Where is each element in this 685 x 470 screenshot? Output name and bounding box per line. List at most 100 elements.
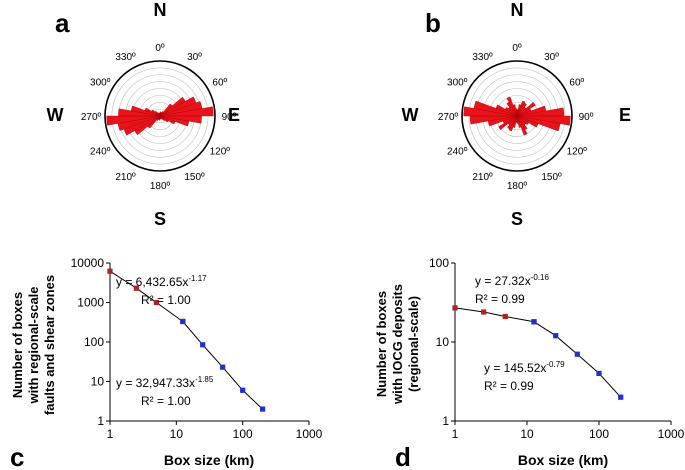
panel-a-angle-label: 210º xyxy=(115,172,136,183)
plot-d-data-point xyxy=(618,394,624,400)
panel-c-eq2-exp: -1.85 xyxy=(195,375,214,384)
panel-b-angle-label: 270º xyxy=(438,112,459,123)
panel-b-east: E xyxy=(619,105,631,125)
plot-c-x-tick-label: 10 xyxy=(170,427,184,441)
panel-b-petals xyxy=(463,96,571,136)
panel-d-letter: d xyxy=(395,442,411,470)
panel-b-angle-label: 90º xyxy=(579,112,594,123)
panel-c-ylabel-line2: with regional-scale xyxy=(26,286,41,404)
panel-c-eq2-text: y = 32,947.33x xyxy=(116,376,195,390)
panel-b-angle-label: 30º xyxy=(544,52,559,63)
plot-c-x-tick-label: 100 xyxy=(233,427,253,441)
plot-d-fit-line xyxy=(454,307,535,323)
plot-c-data-point xyxy=(180,318,186,325)
panel-a: a N E S W 0º 30º 60º 90º 120º 150º 180º 210º 240… xyxy=(47,0,241,229)
panel-d-ylabel: Number of boxes with IOCG deposits (regi… xyxy=(374,284,421,405)
plot-d-data-point xyxy=(502,313,508,320)
panel-b-petal xyxy=(498,115,518,131)
panel-b-angle-label: 150º xyxy=(541,172,562,183)
panel-b-angle-label: 330º xyxy=(472,52,493,63)
plot-c-data-point xyxy=(133,285,139,291)
panel-a-petals xyxy=(106,96,214,136)
plot-d-data-point xyxy=(553,333,559,339)
panel-d-eq2-text: y = 145.52x xyxy=(484,361,546,375)
panel-d-ylabel-line1: Number of boxes xyxy=(374,291,389,397)
plot-d-y-tick-label: 100 xyxy=(429,256,449,270)
panel-c-r2-2: R² = 1.00 xyxy=(141,394,191,408)
panel-b-angle-label: 0º xyxy=(512,43,522,54)
panel-a-angle-labels: 0º 30º 60º 90º 120º 150º 180º 210º 240º 270º 300º 3… xyxy=(81,43,237,192)
panel-b-petal xyxy=(507,115,518,130)
panel-b-letter: b xyxy=(425,8,441,38)
panel-a-angle-label: 120º xyxy=(210,147,231,158)
panel-a-angle-label: 240º xyxy=(90,147,111,158)
panel-d-eq2-exp: -0.79 xyxy=(546,360,565,369)
panel-d-equation-1: y = 27.32x-0.16 xyxy=(475,273,550,288)
plot-d-x-tick-label: 10 xyxy=(520,427,534,441)
panel-a-petal xyxy=(106,115,161,126)
panel-c-eq1-text: y = 6,432.65x xyxy=(116,275,188,289)
panel-a-east: E xyxy=(228,105,240,125)
panel-c-ylabel: Number of boxes with regional-scale faul… xyxy=(10,275,57,415)
panel-b-angle-labels: 0º 30º 60º 90º 120º 150º 180º 210º 240º 270º 300º 3… xyxy=(438,43,594,192)
plot-d-x-tick-label: 1 xyxy=(452,427,459,441)
panel-a-angle-label: 30º xyxy=(187,52,202,63)
panel-d-plot: 1 10 100 1000 1 10 100 xyxy=(429,256,685,441)
panel-b-angle-label: 120º xyxy=(567,147,588,158)
panel-b-petal xyxy=(516,115,519,124)
panel-d-xlabel: Box size (km) xyxy=(518,452,608,468)
plot-c-data-point xyxy=(200,342,206,348)
panel-b-petal xyxy=(505,107,518,117)
panel-a-angle-label: 60º xyxy=(212,78,227,89)
panel-b-angle-label: 180º xyxy=(507,181,528,192)
panel-b-petal xyxy=(516,102,527,117)
plot-c-data-point xyxy=(260,406,266,412)
plot-c-y-tick-label: 10 xyxy=(91,375,105,389)
plot-d-y-tick-label: 10 xyxy=(436,335,450,349)
plot-d-data-point xyxy=(452,305,458,311)
panel-c-xlabel: Box size (km) xyxy=(164,452,254,468)
panel-a-angle-label: 330º xyxy=(115,52,136,63)
plot-c-x-tick-label: 1 xyxy=(107,427,114,441)
panel-a-angle-label: 90º xyxy=(222,112,237,123)
panel-b-angle-label: 60º xyxy=(569,78,584,89)
panel-c-plot: 1 10 100 1000 1 10 100 1000 10000 xyxy=(71,256,323,441)
panel-d-equation-2: y = 145.52x-0.79 xyxy=(484,360,565,375)
panel-a-petal xyxy=(159,106,214,117)
panel-a-south: S xyxy=(154,209,166,229)
panel-c-letter: c xyxy=(10,442,24,470)
panel-a-angle-label: 150º xyxy=(184,172,205,183)
panel-a-petal xyxy=(159,112,161,117)
plot-d-data-point xyxy=(481,309,487,315)
panel-b-south: S xyxy=(511,209,523,229)
plot-c-data-point xyxy=(220,364,226,370)
plot-d-x-tick-label: 100 xyxy=(589,427,609,441)
panel-c-r2-1: R² = 1.00 xyxy=(141,293,191,307)
plot-d-data-point xyxy=(574,351,580,357)
panel-b-petal xyxy=(516,101,536,117)
plot-c-x-tick-label: 1000 xyxy=(296,427,323,441)
panel-b-angle-label: 240º xyxy=(447,147,468,158)
plot-c-data-point xyxy=(240,387,246,393)
panel-a-outer-circle xyxy=(104,60,216,172)
panel-a-petal xyxy=(159,115,161,120)
panel-c-equation-2: y = 32,947.33x-1.85 xyxy=(116,375,214,390)
panel-b-north: N xyxy=(511,0,524,20)
panel-c-ylabel-line3: faults and shear zones xyxy=(42,275,57,415)
plot-d-data-point xyxy=(596,370,602,376)
panel-b-petal xyxy=(516,115,522,128)
panel-c-equation-1: y = 6,432.65x-1.17 xyxy=(116,274,207,289)
plot-c-y-tick-label: 1 xyxy=(97,414,104,428)
panel-d-r2-2: R² = 0.99 xyxy=(484,379,534,393)
panel-a-angle-label: 270º xyxy=(81,112,102,123)
panel-b-outer-circle xyxy=(461,60,573,172)
panel-b: b N E S W 0º 30º 60º 90º 120º 150º 180º 210º 240… xyxy=(402,0,632,229)
plot-c-y-tick-label: 10000 xyxy=(71,256,105,270)
panel-b-angle-label: 210º xyxy=(472,172,493,183)
plot-c-y-tick-label: 100 xyxy=(84,335,104,349)
panel-b-petal xyxy=(516,115,539,128)
panel-b-petal xyxy=(516,115,529,125)
panel-a-angle-label: 180º xyxy=(150,181,171,192)
plot-d-y-tick-label: 1 xyxy=(442,414,449,428)
